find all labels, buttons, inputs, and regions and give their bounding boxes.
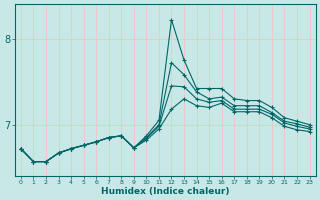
X-axis label: Humidex (Indice chaleur): Humidex (Indice chaleur) — [101, 187, 229, 196]
